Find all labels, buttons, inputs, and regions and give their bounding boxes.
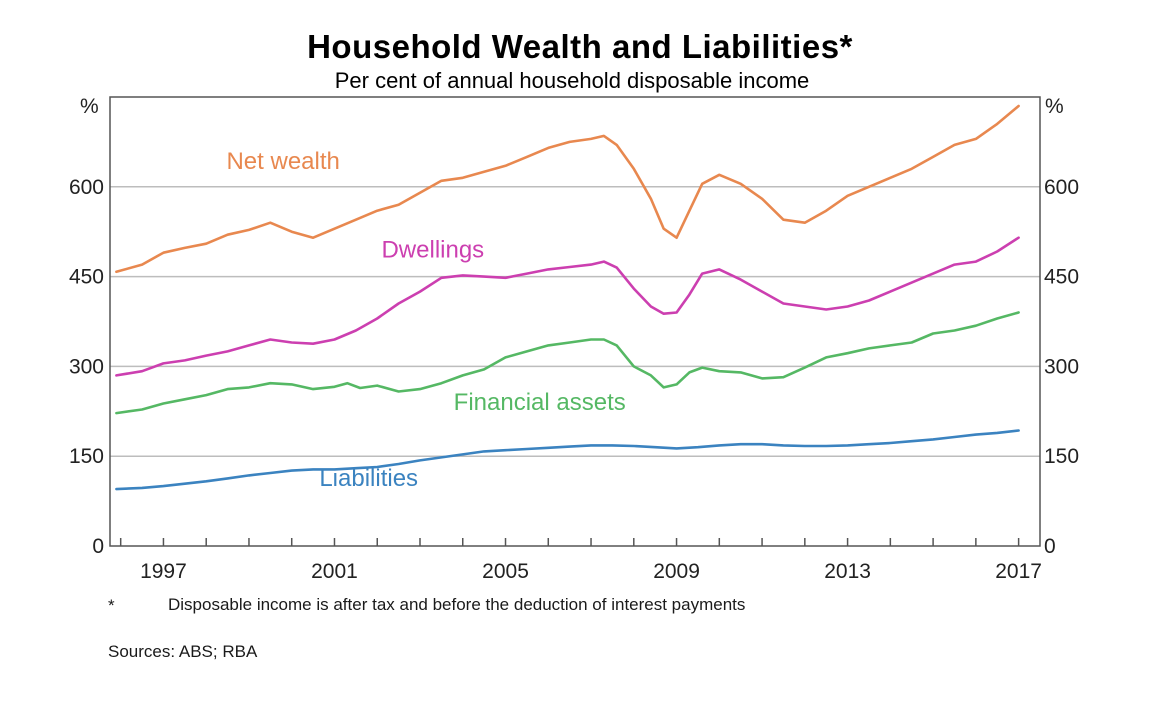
y-tick-right-300: 300 <box>1044 355 1079 378</box>
y-axis: 0 0 150 150 300 300 450 450 600 600 <box>69 176 1079 558</box>
plot-frame <box>109 96 1041 547</box>
x-axis: 1997 2001 2005 2009 2013 2017 <box>119 538 1042 583</box>
series-line-net-wealth <box>115 104 1020 274</box>
series-line-dwellings <box>115 236 1020 377</box>
right-axis-unit: % <box>1045 95 1064 118</box>
y-tick-left-600: 600 <box>69 176 104 199</box>
y-tick-right-600: 600 <box>1044 176 1079 199</box>
y-tick-right-150: 150 <box>1044 445 1079 468</box>
series-lines <box>115 104 1020 491</box>
series-labels: Net wealth Dwellings Financial assets Liabi… <box>226 148 625 492</box>
chart-subtitle: Per cent of annual household disposable … <box>335 68 810 93</box>
series-label-net-wealth: Net wealth <box>226 148 339 175</box>
footnote-text: Disposable income is after tax and befor… <box>168 595 746 614</box>
series-label-financial-assets: Financial assets <box>454 389 626 416</box>
y-tick-left-0: 0 <box>92 535 104 558</box>
chart-title: Household Wealth and Liabilities* <box>307 28 853 65</box>
series-line-liabilities <box>115 429 1020 491</box>
series-line-financial-assets <box>115 311 1020 415</box>
x-tick-2013: 2013 <box>824 560 871 583</box>
x-tick-2017: 2017 <box>995 560 1042 583</box>
x-tick-2009: 2009 <box>653 560 700 583</box>
plot-border <box>109 96 1041 547</box>
y-tick-right-450: 450 <box>1044 266 1079 289</box>
left-axis-unit: % <box>80 95 99 118</box>
series-label-liabilities: Liabilities <box>319 465 418 492</box>
gridlines <box>110 186 1040 457</box>
x-tick-2005: 2005 <box>482 560 529 583</box>
series-label-dwellings: Dwellings <box>381 236 484 263</box>
y-tick-left-150: 150 <box>69 445 104 468</box>
y-tick-left-300: 300 <box>69 355 104 378</box>
sources-note: Sources: ABS; RBA <box>108 642 258 661</box>
x-tick-1997: 1997 <box>140 560 187 583</box>
y-tick-left-450: 450 <box>69 266 104 289</box>
footnote-marker: * <box>108 596 115 615</box>
x-tick-2001: 2001 <box>311 560 358 583</box>
y-tick-right-0: 0 <box>1044 535 1056 558</box>
